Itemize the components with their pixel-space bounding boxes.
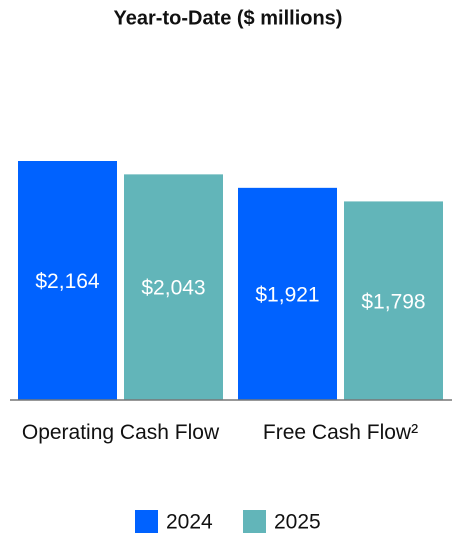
chart-title: Year-to-Date ($ millions): [114, 7, 343, 29]
legend-label: 2024: [166, 511, 213, 534]
bar: [238, 187, 337, 400]
value-label: $1,798: [361, 290, 425, 313]
value-label: $2,043: [141, 277, 205, 300]
legend-swatch: [243, 510, 266, 533]
x-tick-label: Operating Cash Flow: [21, 421, 220, 444]
value-label: $1,921: [255, 283, 319, 306]
bar: [124, 174, 223, 400]
value-label: $2,164: [35, 270, 100, 293]
x-tick-label: Free Cash Flow²: [262, 421, 419, 444]
legend-swatch: [135, 510, 158, 533]
legend-label: 2025: [274, 511, 321, 534]
bar: [344, 201, 443, 400]
bar: [18, 161, 117, 400]
